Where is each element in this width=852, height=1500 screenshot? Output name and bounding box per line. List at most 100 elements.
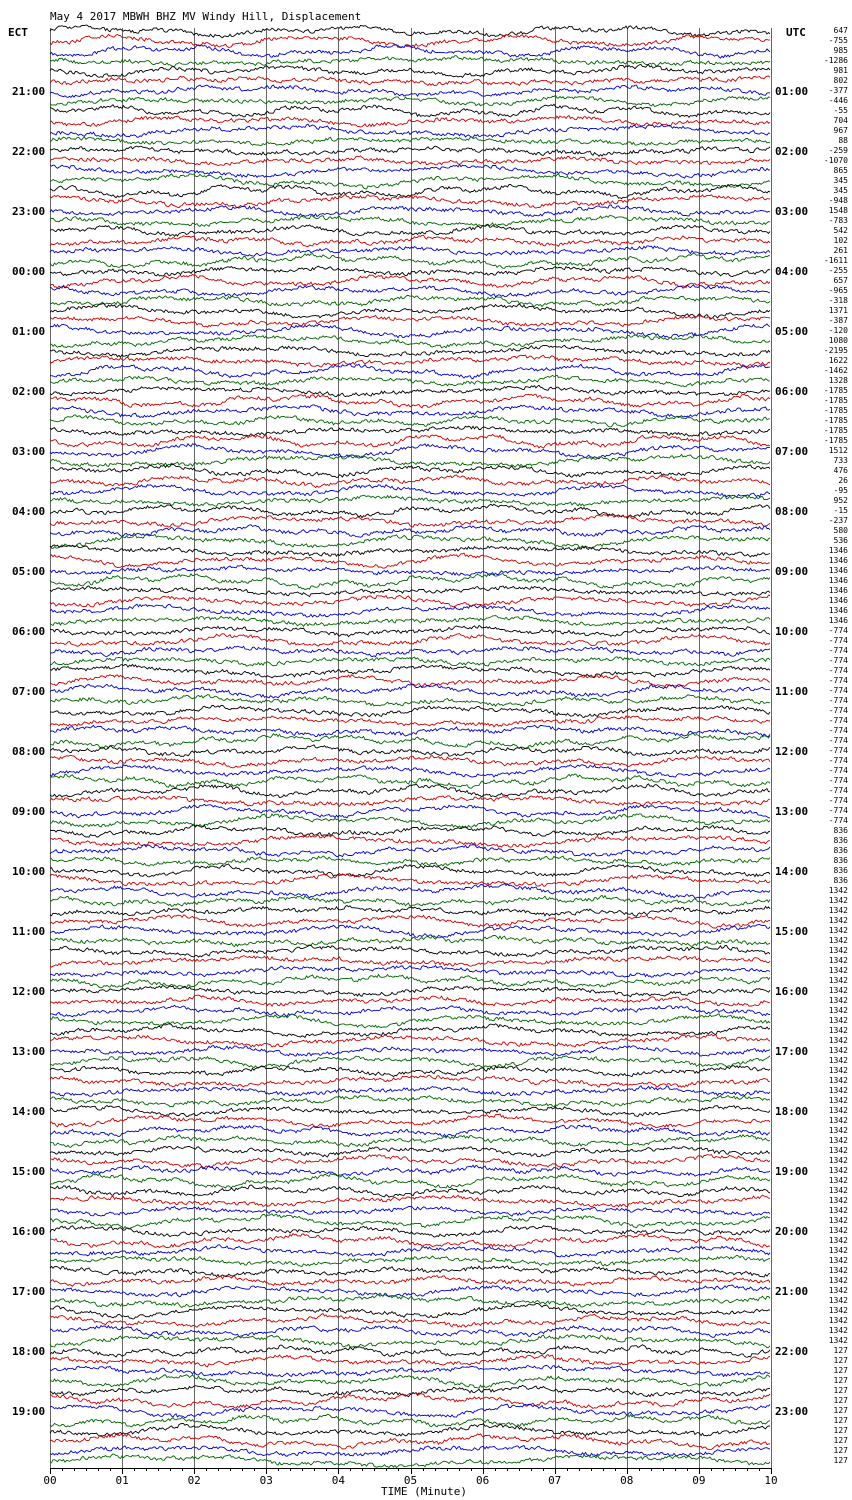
trace-114 — [49, 1164, 771, 1177]
trace-8 — [49, 103, 771, 118]
trace-offset-label: 127 — [834, 1386, 849, 1395]
trace-offset-label: -774 — [829, 726, 848, 735]
trace-offset-label: 1342 — [829, 1246, 848, 1255]
trace-offset-label: 1342 — [829, 1086, 848, 1095]
trace-62 — [49, 645, 771, 658]
right-hour-label: 10:00 — [775, 625, 808, 638]
trace-offset-label: 127 — [834, 1366, 849, 1375]
trace-101 — [49, 1033, 771, 1048]
trace-69 — [49, 715, 771, 728]
trace-85 — [49, 873, 771, 887]
trace-offset-label: -774 — [829, 666, 848, 675]
trace-offset-label: 1342 — [829, 1176, 848, 1185]
trace-offset-label: 836 — [834, 826, 849, 835]
left-hour-label: 10:00 — [12, 865, 45, 878]
trace-offset-label: 1346 — [829, 556, 848, 565]
trace-offset-label: 802 — [834, 76, 849, 85]
trace-offset-label: 127 — [834, 1346, 849, 1355]
trace-61 — [49, 633, 771, 647]
right-hour-label: 02:00 — [775, 145, 808, 158]
right-hour-label: 03:00 — [775, 205, 808, 218]
trace-47 — [49, 494, 771, 507]
trace-offset-label: 1342 — [829, 1136, 848, 1145]
trace-offset-label: 26 — [838, 476, 848, 485]
trace-offset-label: 1342 — [829, 986, 848, 995]
trace-0 — [49, 24, 771, 39]
trace-offset-label: -1611 — [824, 256, 848, 265]
trace-offset-label: 1342 — [829, 1076, 848, 1085]
trace-offset-label: 1342 — [829, 1226, 848, 1235]
trace-offset-label: 1342 — [829, 1166, 848, 1175]
trace-16 — [49, 183, 771, 200]
trace-offset-label: 127 — [834, 1406, 849, 1415]
trace-55 — [49, 573, 771, 591]
trace-offset-label: 536 — [834, 536, 849, 545]
trace-20 — [49, 223, 771, 238]
trace-offset-label: -255 — [829, 266, 848, 275]
trace-offset-label: 1342 — [829, 886, 848, 895]
trace-127 — [49, 1293, 771, 1309]
seismic-traces — [49, 24, 771, 1469]
trace-100 — [50, 1023, 771, 1039]
trace-offset-label: 1342 — [829, 996, 848, 1005]
right-timezone-label: UTC — [786, 26, 806, 39]
trace-66 — [49, 683, 771, 699]
x-tick-label: 03 — [260, 1474, 273, 1487]
trace-57 — [49, 594, 771, 608]
trace-117 — [50, 1194, 771, 1208]
trace-offset-label: 1342 — [829, 956, 848, 965]
trace-offset-label: 836 — [834, 856, 849, 865]
trace-129 — [49, 1313, 771, 1328]
chart-title: May 4 2017 MBWH BHZ MV Windy Hill, Displ… — [50, 10, 361, 23]
trace-64 — [49, 663, 771, 679]
trace-87 — [49, 894, 771, 907]
trace-offset-label: -774 — [829, 786, 848, 795]
trace-51 — [49, 533, 771, 549]
trace-98 — [49, 1004, 771, 1018]
trace-32 — [49, 344, 771, 358]
trace-39 — [49, 414, 771, 428]
trace-offset-label: 1346 — [829, 616, 848, 625]
left-hour-label: 18:00 — [12, 1345, 45, 1358]
trace-36 — [49, 384, 771, 398]
trace-31 — [49, 334, 771, 349]
trace-offset-label: 127 — [834, 1436, 849, 1445]
left-hour-label: 13:00 — [12, 1045, 45, 1058]
trace-121 — [49, 1232, 771, 1249]
trace-143 — [49, 1453, 771, 1469]
trace-58 — [49, 603, 770, 618]
trace-offset-label: 865 — [834, 166, 849, 175]
trace-90 — [49, 923, 771, 938]
left-hour-label: 15:00 — [12, 1165, 45, 1178]
trace-offset-label: -259 — [829, 146, 848, 155]
trace-132 — [49, 1344, 771, 1358]
trace-74 — [49, 764, 771, 778]
trace-offset-label: 1342 — [829, 906, 848, 915]
trace-offset-label: 1342 — [829, 1046, 848, 1055]
trace-offset-label: 127 — [834, 1446, 849, 1455]
x-tick-label: 00 — [43, 1474, 56, 1487]
trace-116 — [49, 1184, 771, 1198]
trace-80 — [49, 824, 771, 838]
left-hour-label: 16:00 — [12, 1225, 45, 1238]
trace-offset-label: 647 — [834, 26, 849, 35]
trace-offset-label: -774 — [829, 736, 848, 745]
trace-6 — [49, 84, 771, 99]
trace-34 — [50, 362, 771, 380]
trace-24 — [49, 265, 771, 277]
trace-offset-label: 1342 — [829, 926, 848, 935]
trace-18 — [49, 204, 771, 218]
trace-offset-label: -1286 — [824, 56, 848, 65]
trace-15 — [49, 173, 771, 190]
hour-labels: 21:00 22:00 23:00 00:00 01:00 02:00 03:00 04:00… — [12, 85, 808, 1418]
trace-72 — [49, 744, 771, 757]
trace-offset-label: 1328 — [829, 376, 848, 385]
trace-offset-label: -774 — [829, 636, 848, 645]
trace-offset-label: 1342 — [829, 1036, 848, 1045]
trace-17 — [49, 194, 771, 209]
trace-124 — [49, 1265, 771, 1278]
trace-offset-label: 127 — [834, 1396, 849, 1405]
trace-65 — [49, 674, 771, 688]
right-hour-label: 22:00 — [775, 1345, 808, 1358]
